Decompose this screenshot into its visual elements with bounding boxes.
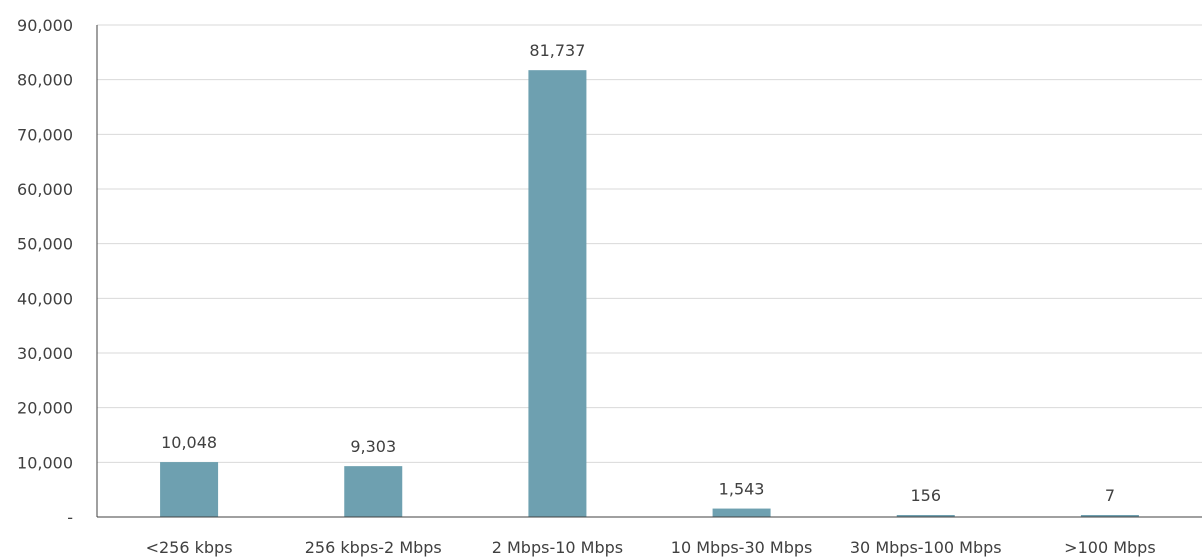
labels: - 10,000 20,000 30,000 40,000 50,000 60,000 70,… [17,16,1156,557]
x-category-label: 256 kbps-2 Mbps [305,538,442,557]
data-label: 1,543 [719,480,765,499]
y-tick-label: 80,000 [17,71,73,90]
axes [96,25,1202,518]
x-category-label: 10 Mbps-30 Mbps [671,538,813,557]
x-category-label: 30 Mbps-100 Mbps [850,538,1002,557]
y-tick-label: 70,000 [17,125,73,144]
bar-1 [344,466,403,517]
y-tick-label: 10,000 [17,453,73,472]
data-label: 10,048 [161,433,217,452]
y-tick-label: 20,000 [17,399,73,418]
bar-4 [896,515,955,517]
bar-0 [160,462,219,517]
y-tick-label: 40,000 [17,289,73,308]
x-category-label: <256 kbps [146,538,233,557]
data-label: 9,303 [350,437,396,456]
y-tick-label: 30,000 [17,344,73,363]
bar-5 [1080,515,1139,517]
y-tick-label: 60,000 [17,180,73,199]
y-tick-label: 50,000 [17,235,73,254]
data-label: 156 [910,486,941,505]
gridlines [97,24,1202,463]
y-tick-label: 90,000 [17,16,73,35]
y-tick-label: - [67,508,73,527]
bar-3 [712,508,771,517]
x-category-label: >100 Mbps [1064,538,1155,557]
data-label: 81,737 [529,41,585,60]
x-category-label: 2 Mbps-10 Mbps [492,538,623,557]
bars [160,70,1139,517]
bar-2 [528,70,587,517]
data-label: 7 [1105,486,1115,505]
